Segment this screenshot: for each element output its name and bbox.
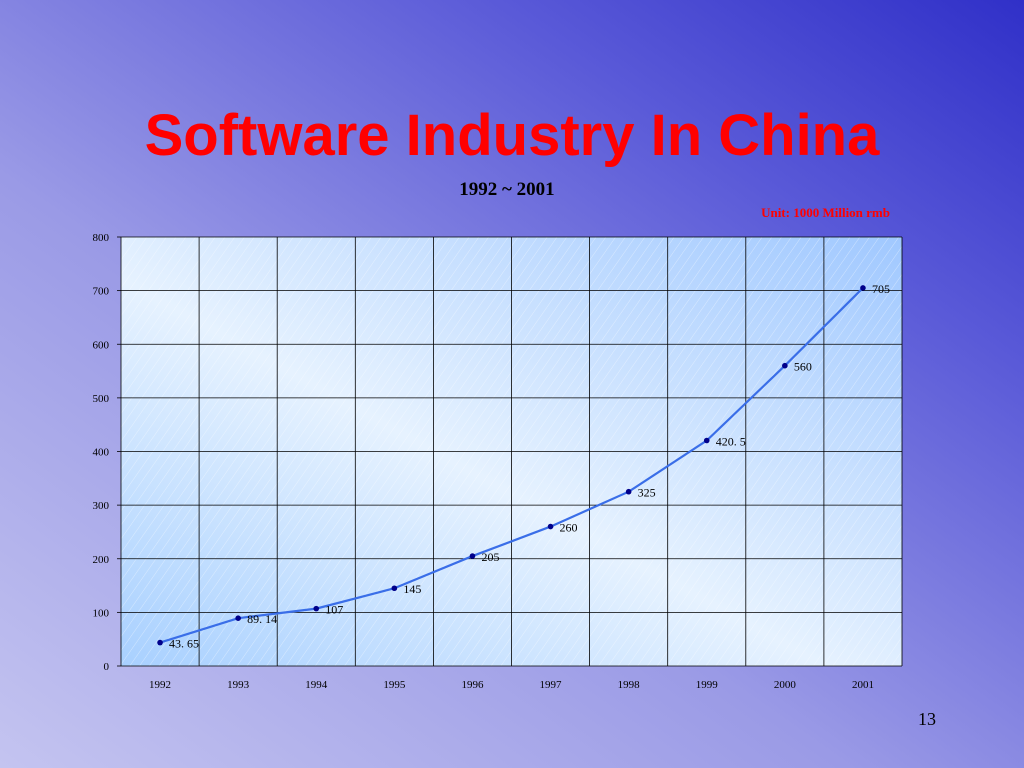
y-tick-label: 600 — [93, 339, 110, 351]
data-point — [860, 285, 866, 291]
data-point — [469, 553, 476, 559]
x-tick-label: 1994 — [305, 679, 328, 691]
data-label: 420. 5 — [716, 435, 746, 449]
data-point — [703, 437, 710, 444]
x-tick-label: 1992 — [149, 679, 171, 691]
data-label: 705 — [872, 282, 890, 296]
y-tick-label: 400 — [93, 447, 110, 459]
data-label: 325 — [638, 486, 656, 500]
data-point — [625, 488, 632, 495]
page-number: 13 — [918, 709, 936, 729]
data-point — [782, 362, 788, 369]
x-tick-label: 1995 — [383, 679, 406, 691]
x-tick-label: 1998 — [618, 679, 641, 691]
data-label: 89. 14 — [247, 612, 277, 626]
data-point — [391, 585, 398, 592]
x-tick-label: 2000 — [774, 679, 797, 691]
y-tick-label: 300 — [93, 500, 110, 512]
y-tick-label: 0 — [104, 661, 110, 673]
x-tick-label: 1993 — [227, 679, 250, 691]
y-tick-label: 100 — [93, 607, 110, 619]
subtitle: 1992 ~ 2001 — [459, 179, 554, 200]
y-tick-label: 700 — [93, 286, 110, 298]
x-tick-label: 1997 — [540, 679, 563, 691]
data-line — [159, 287, 864, 644]
data-point — [547, 523, 554, 530]
data-label: 260 — [560, 521, 578, 535]
y-tick-label: 200 — [93, 554, 110, 566]
data-point — [157, 639, 163, 646]
data-label: 560 — [794, 360, 812, 374]
data-label: 107 — [325, 603, 343, 617]
x-tick-label: 1996 — [461, 679, 484, 691]
unit-note: Unit: 1000 Million rmb — [761, 205, 890, 220]
data-point — [313, 605, 320, 612]
y-tick-label: 500 — [93, 393, 110, 405]
data-label: 43. 65 — [169, 637, 199, 651]
slide-title: Software Industry In China — [145, 103, 880, 168]
data-label: 145 — [403, 582, 421, 596]
x-tick-label: 2001 — [852, 679, 874, 691]
data-point — [235, 615, 241, 621]
y-tick-label: 800 — [93, 232, 110, 244]
x-tick-label: 1999 — [696, 679, 719, 691]
data-label: 205 — [481, 550, 499, 564]
